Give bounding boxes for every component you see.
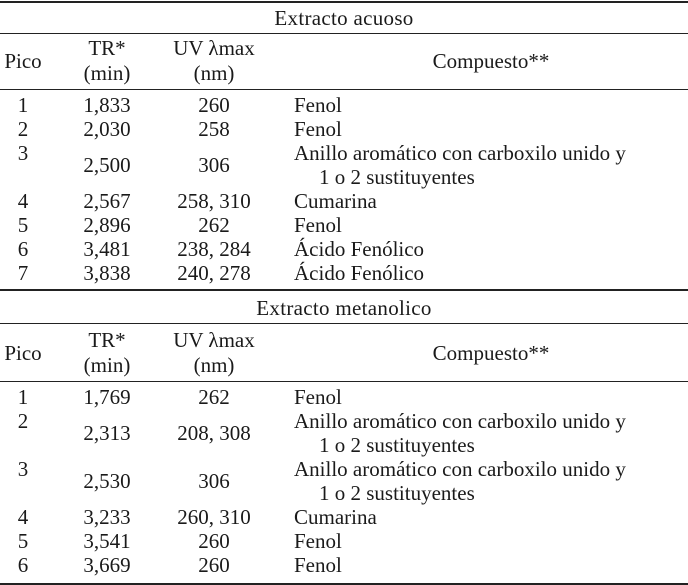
compuesto-line: 1 o 2 sustituyentes — [319, 165, 475, 189]
table-rule — [0, 1, 688, 3]
cell-pico: 3 — [17, 141, 29, 165]
cell-tr: 3,838 — [83, 261, 131, 285]
table-rule — [0, 381, 688, 382]
cell-tr: 3,481 — [83, 237, 131, 261]
cell-pico: 3 — [17, 457, 29, 481]
table-rule — [0, 33, 688, 34]
cell-pico: 1 — [17, 385, 29, 409]
cell-uv: 240, 278 — [177, 261, 251, 285]
table-rule — [0, 323, 688, 324]
compuesto-line: Fenol — [294, 117, 342, 141]
cell-tr: 3,669 — [83, 553, 131, 577]
compuesto-line: Fenol — [294, 213, 342, 237]
compuesto-line: 1 o 2 sustituyentes — [319, 433, 475, 457]
column-header-tr: TR* — [88, 36, 126, 60]
column-header-uv-unit: (nm) — [193, 61, 235, 85]
column-header-uv-unit: (nm) — [193, 353, 235, 377]
cell-uv: 260 — [198, 529, 230, 553]
column-header-tr: TR* — [88, 328, 126, 352]
column-header-tr-unit: (min) — [83, 353, 131, 377]
compuesto-line: Fenol — [294, 385, 342, 409]
table-rule — [0, 89, 688, 90]
compuesto-line: 1 o 2 sustituyentes — [319, 481, 475, 505]
cell-uv: 306 — [198, 469, 230, 493]
cell-pico: 7 — [17, 261, 29, 285]
cell-pico: 4 — [17, 189, 29, 213]
cell-uv: 208, 308 — [177, 421, 251, 445]
cell-tr: 2,500 — [83, 153, 131, 177]
cell-compuesto: Fenol — [294, 529, 688, 553]
cell-tr: 2,313 — [83, 421, 131, 445]
cell-uv: 258, 310 — [177, 189, 251, 213]
cell-compuesto: Cumarina — [294, 189, 688, 213]
cell-pico: 5 — [17, 529, 29, 553]
cell-compuesto: Fenol — [294, 117, 688, 141]
cell-compuesto: Fenol — [294, 553, 688, 577]
column-header-pico: Pico — [4, 341, 42, 365]
compuesto-line: Anillo aromático con carboxilo unido y — [294, 141, 626, 165]
section-title: Extracto acuoso — [274, 6, 414, 30]
column-header-uv: UV λmax — [173, 36, 255, 60]
cell-pico: 2 — [17, 117, 29, 141]
cell-uv: 262 — [198, 385, 230, 409]
column-header-pico: Pico — [4, 49, 42, 73]
cell-pico: 6 — [17, 237, 29, 261]
cell-pico: 2 — [17, 409, 29, 433]
table-rule — [0, 289, 688, 291]
cell-compuesto: Ácido Fenólico — [294, 237, 688, 261]
compuesto-line: Ácido Fenólico — [294, 261, 425, 285]
cell-tr: 1,769 — [83, 385, 131, 409]
cell-compuesto: Cumarina — [294, 505, 688, 529]
cell-tr: 1,833 — [83, 93, 131, 117]
compuesto-line: Cumarina — [294, 505, 377, 529]
cell-pico: 4 — [17, 505, 29, 529]
cell-compuesto: Fenol — [294, 213, 688, 237]
compuesto-line: Fenol — [294, 529, 342, 553]
column-header-compuesto: Compuesto** — [432, 341, 550, 365]
compuesto-line: Anillo aromático con carboxilo unido y — [294, 457, 626, 481]
compuesto-line: Fenol — [294, 553, 342, 577]
cell-uv: 260, 310 — [177, 505, 251, 529]
cell-tr: 2,530 — [83, 469, 131, 493]
cell-uv: 306 — [198, 153, 230, 177]
column-header-uv: UV λmax — [173, 328, 255, 352]
cell-uv: 260 — [198, 553, 230, 577]
cell-uv: 260 — [198, 93, 230, 117]
cell-uv: 262 — [198, 213, 230, 237]
cell-tr: 2,896 — [83, 213, 131, 237]
compuesto-line: Anillo aromático con carboxilo unido y — [294, 409, 626, 433]
cell-tr: 2,030 — [83, 117, 131, 141]
table-rule — [0, 583, 688, 585]
cell-pico: 5 — [17, 213, 29, 237]
column-header-compuesto: Compuesto** — [432, 49, 550, 73]
cell-pico: 6 — [17, 553, 29, 577]
cell-uv: 258 — [198, 117, 230, 141]
cell-pico: 1 — [17, 93, 29, 117]
cell-tr: 3,541 — [83, 529, 131, 553]
cell-tr: 2,567 — [83, 189, 131, 213]
cell-uv: 238, 284 — [177, 237, 251, 261]
cell-compuesto: Fenol — [294, 93, 688, 117]
compuesto-line: Cumarina — [294, 189, 377, 213]
compuesto-line: Fenol — [294, 93, 342, 117]
cell-compuesto: Fenol — [294, 385, 688, 409]
section-title: Extracto metanolico — [256, 296, 432, 320]
column-header-tr-unit: (min) — [83, 61, 131, 85]
cell-compuesto: Ácido Fenólico — [294, 261, 688, 285]
compuesto-line: Ácido Fenólico — [294, 237, 425, 261]
cell-tr: 3,233 — [83, 505, 131, 529]
